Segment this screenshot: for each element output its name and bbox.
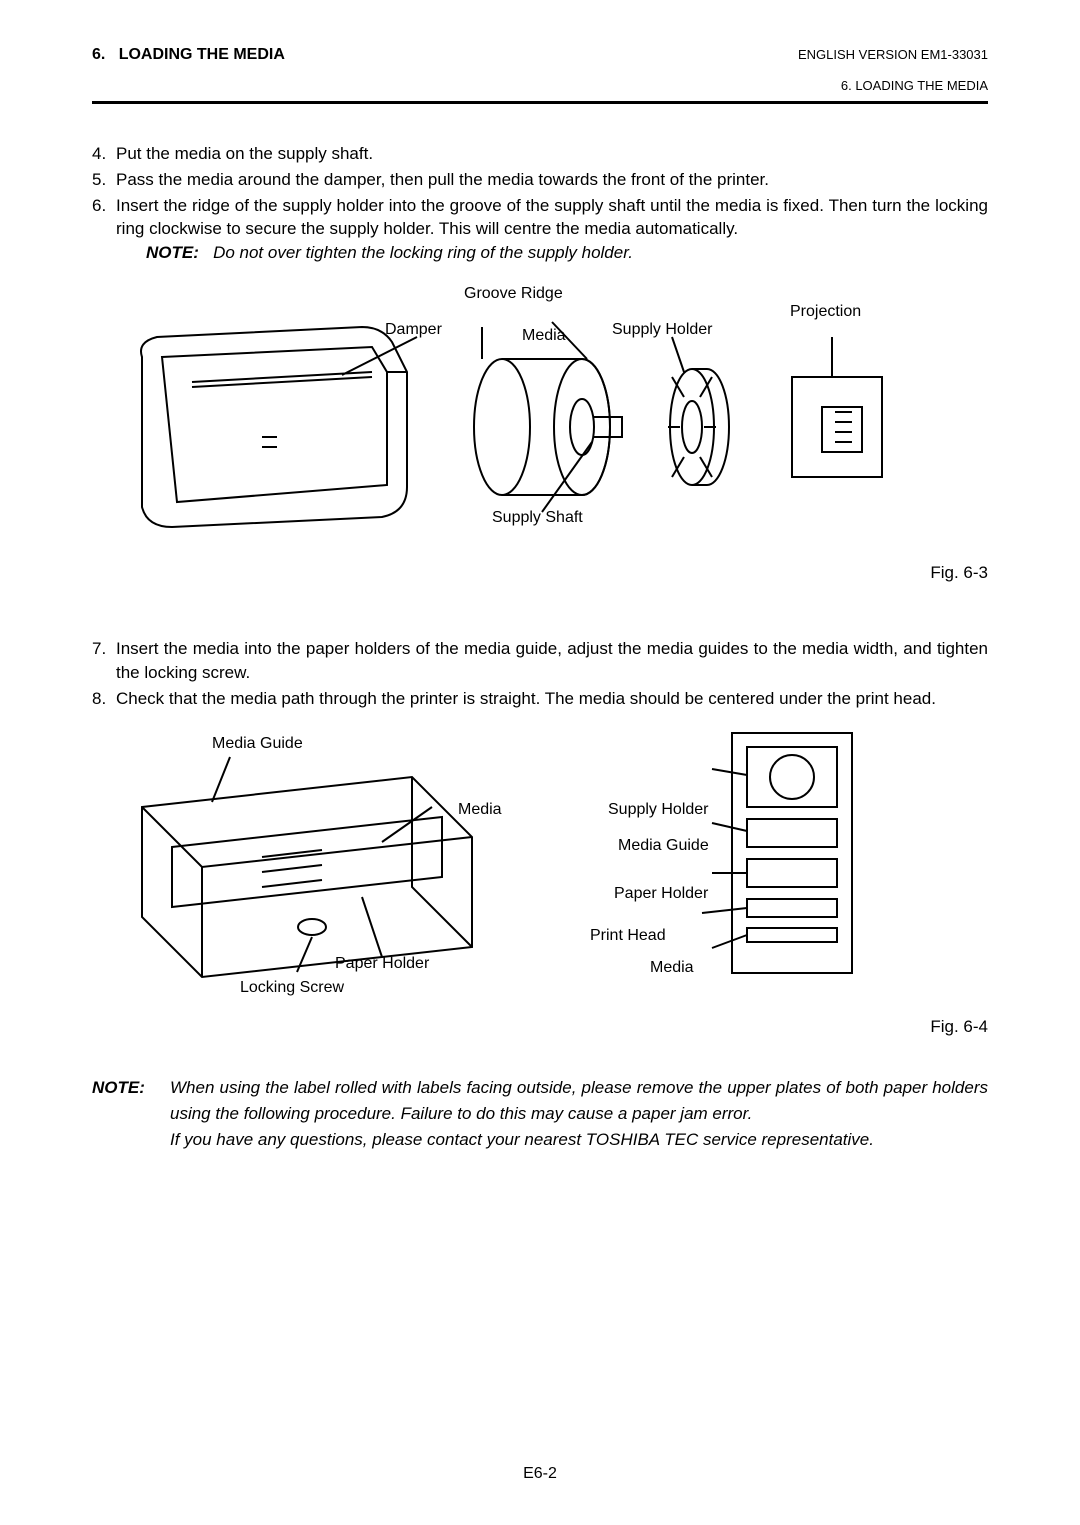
label-projection: Projection — [790, 303, 861, 321]
bottom-note: NOTE: When using the label rolled with l… — [92, 1075, 988, 1154]
step-num: 5. — [92, 168, 116, 192]
note-line-2: If you have any questions, please contac… — [170, 1130, 874, 1149]
label-media-right: Media — [650, 959, 694, 977]
label-locking-screw: Locking Screw — [240, 979, 344, 997]
label-damper: Damper — [385, 321, 442, 339]
step-text: Check that the media path through the pr… — [116, 687, 988, 711]
step-text: Pass the media around the damper, then p… — [116, 168, 988, 192]
figure-6-4: Media Guide Media Paper Holder Locking S… — [92, 717, 988, 1057]
header-left: 6. LOADING THE MEDIA — [92, 46, 285, 64]
label-supply-holder-right: Supply Holder — [608, 801, 709, 819]
note-line-1: When using the label rolled with labels … — [170, 1078, 988, 1123]
step-text: Insert the ridge of the supply holder in… — [116, 194, 988, 242]
section-title: LOADING THE MEDIA — [119, 46, 285, 63]
step-num: 6. — [92, 194, 116, 242]
step-8: 8. Check that the media path through the… — [92, 687, 988, 711]
label-groove-ridge: Groove Ridge — [464, 285, 563, 303]
page-header: 6. LOADING THE MEDIA ENGLISH VERSION EM1… — [92, 46, 988, 64]
figure-6-3-caption: Fig. 6-3 — [930, 563, 988, 583]
page-number: E6-2 — [0, 1465, 1080, 1483]
content: 4. Put the media on the supply shaft. 5.… — [92, 142, 988, 1154]
step-num: 4. — [92, 142, 116, 166]
label-paper-holder-left: Paper Holder — [335, 955, 429, 973]
note-body: When using the label rolled with labels … — [170, 1075, 988, 1154]
step-text: Insert the media into the paper holders … — [116, 637, 988, 685]
steps-group-b: 7. Insert the media into the paper holde… — [92, 637, 988, 710]
label-media: Media — [522, 327, 566, 345]
label-media-guide-right: Media Guide — [618, 837, 709, 855]
note-label: NOTE: — [146, 243, 199, 262]
header-subtitle: 6. LOADING THE MEDIA — [92, 78, 988, 93]
step-6: 6. Insert the ridge of the supply holder… — [92, 194, 988, 242]
step-7: 7. Insert the media into the paper holde… — [92, 637, 988, 685]
step-5: 5. Pass the media around the damper, the… — [92, 168, 988, 192]
label-media-left: Media — [458, 801, 502, 819]
note-1: NOTE: Do not over tighten the locking ri… — [146, 243, 988, 263]
label-media-guide-left: Media Guide — [212, 735, 303, 753]
steps-group-a: 4. Put the media on the supply shaft. 5.… — [92, 142, 988, 241]
step-4: 4. Put the media on the supply shaft. — [92, 142, 988, 166]
header-rule — [92, 101, 988, 104]
figure-6-3: Groove Ridge Damper Media Supply Holder … — [92, 273, 988, 593]
header-version: ENGLISH VERSION EM1-33031 — [798, 47, 988, 62]
section-number: 6. — [92, 46, 105, 63]
step-num: 8. — [92, 687, 116, 711]
step-text: Put the media on the supply shaft. — [116, 142, 988, 166]
label-supply-holder: Supply Holder — [612, 321, 713, 339]
label-supply-shaft: Supply Shaft — [492, 509, 583, 527]
figure-6-4-caption: Fig. 6-4 — [930, 1017, 988, 1037]
label-paper-holder-right: Paper Holder — [614, 885, 708, 903]
figure-6-4-left-svg — [112, 747, 512, 997]
note-label: NOTE: — [92, 1075, 170, 1154]
step-num: 7. — [92, 637, 116, 685]
note-text: Do not over tighten the locking ring of … — [213, 243, 633, 262]
label-print-head: Print Head — [590, 927, 666, 945]
